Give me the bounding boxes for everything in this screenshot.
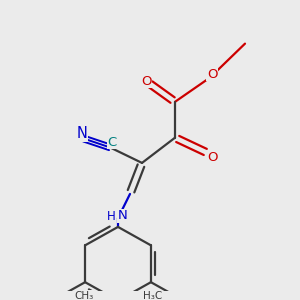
Text: H₃C: H₃C bbox=[143, 291, 162, 300]
Text: C: C bbox=[107, 136, 117, 148]
Text: N: N bbox=[76, 126, 87, 141]
Text: CH₃: CH₃ bbox=[74, 291, 93, 300]
Text: O: O bbox=[141, 74, 151, 88]
Text: H: H bbox=[106, 210, 116, 223]
Text: O: O bbox=[207, 151, 217, 164]
Text: N: N bbox=[118, 209, 128, 222]
Text: O: O bbox=[207, 68, 217, 81]
